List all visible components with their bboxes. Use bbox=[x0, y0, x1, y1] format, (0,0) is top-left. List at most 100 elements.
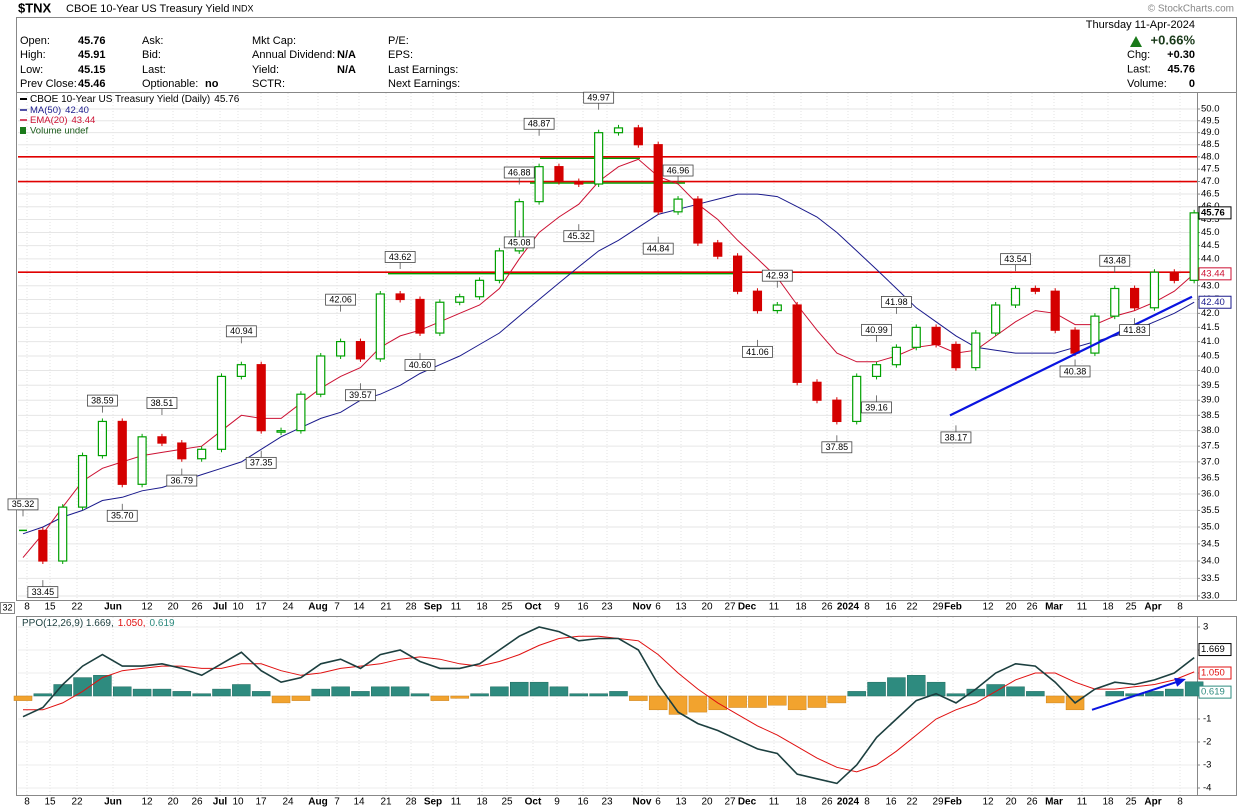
x-tick-label: 11 bbox=[1077, 797, 1088, 808]
peak-box bbox=[642, 242, 674, 255]
field-label: Last: bbox=[1127, 63, 1151, 75]
candle bbox=[911, 326, 921, 348]
y-tick-label: 37.5 bbox=[1201, 441, 1220, 452]
candle bbox=[1090, 315, 1100, 354]
peak-label: 39.57 bbox=[349, 390, 372, 400]
exchange: INDX bbox=[232, 3, 254, 13]
peak-label: 40.38 bbox=[1064, 366, 1087, 376]
histogram-bar bbox=[93, 675, 112, 697]
peak-label: 41.98 bbox=[885, 297, 908, 307]
candle bbox=[653, 144, 663, 213]
x-tick-label: 26 bbox=[821, 797, 833, 808]
y-tick-label: -4 bbox=[1203, 783, 1211, 794]
histogram-bar bbox=[490, 686, 509, 697]
field-value: +0.30 bbox=[1167, 49, 1195, 61]
candle bbox=[77, 454, 88, 508]
x-tick-label: 20 bbox=[167, 797, 179, 808]
x-tick-label: 8 bbox=[1177, 602, 1183, 613]
peak-box bbox=[1119, 324, 1150, 337]
x-tick-label: 12 bbox=[982, 797, 994, 808]
x-tick-label: 8 bbox=[24, 797, 30, 808]
ppo-panel bbox=[16, 616, 1198, 796]
histogram-bar bbox=[311, 688, 330, 697]
trendline bbox=[949, 295, 1193, 417]
histogram-bar bbox=[748, 695, 767, 708]
candle bbox=[594, 132, 604, 185]
histogram-bar bbox=[33, 693, 53, 697]
field-label: P/E: bbox=[388, 35, 409, 47]
peak-label: 43.62 bbox=[389, 252, 412, 262]
peak-box bbox=[87, 394, 118, 407]
x-tick-label: 2024 bbox=[837, 797, 860, 808]
peak-label: 45.08 bbox=[508, 237, 531, 247]
x-tick-label: Jul bbox=[213, 797, 228, 808]
x-tick-label: 26 bbox=[1026, 797, 1038, 808]
peak-label: 38.51 bbox=[151, 398, 174, 408]
peak-label: 36.79 bbox=[171, 475, 194, 485]
candle bbox=[732, 255, 743, 292]
candle bbox=[852, 375, 862, 423]
peak-box bbox=[940, 431, 972, 444]
peak-label: 39.16 bbox=[865, 402, 888, 412]
candle bbox=[177, 442, 187, 460]
field-label: Mkt Cap: bbox=[252, 35, 296, 47]
peak-label: 46.88 bbox=[508, 167, 531, 177]
x-tick-label: 9 bbox=[554, 602, 560, 613]
candle bbox=[117, 420, 127, 485]
x-tick-label: 18 bbox=[795, 797, 807, 808]
peak-box bbox=[325, 293, 357, 306]
histogram-bar bbox=[529, 681, 549, 697]
x-tick-label: 23 bbox=[601, 797, 613, 808]
legend-entry: EMA(20) 43.44 bbox=[30, 115, 95, 126]
peak-label: 40.94 bbox=[230, 326, 253, 336]
candle bbox=[812, 381, 822, 401]
value-box-label: 0.619 bbox=[1201, 687, 1225, 698]
x-tick-label: 8 bbox=[864, 797, 870, 808]
peak-box bbox=[27, 586, 59, 599]
x-tick-label: 25 bbox=[501, 602, 513, 613]
peak-box bbox=[861, 323, 892, 336]
y-tick-label: 43.0 bbox=[1201, 280, 1220, 291]
x-tick-label: Aug bbox=[308, 797, 327, 808]
y-tick-label: -2 bbox=[1203, 737, 1211, 748]
field-value: 0 bbox=[1189, 78, 1195, 90]
candle bbox=[971, 332, 981, 369]
price-axis-strip bbox=[1197, 92, 1237, 601]
value-box-label: 45.76 bbox=[1201, 207, 1225, 218]
y-tick-label: 49.0 bbox=[1201, 127, 1220, 138]
peak-label: 35.32 bbox=[12, 499, 35, 509]
candle bbox=[375, 293, 385, 360]
copyright: © StockCharts.com bbox=[1148, 4, 1234, 15]
candle bbox=[197, 448, 207, 460]
y-tick-label: 33.0 bbox=[1201, 591, 1220, 602]
x-tick-label: 10 bbox=[232, 602, 244, 613]
peak-label: 35.70 bbox=[111, 511, 134, 521]
peak-label: 44.84 bbox=[647, 244, 670, 254]
candle bbox=[474, 279, 485, 298]
y-tick-label: 50.0 bbox=[1201, 104, 1220, 115]
candle bbox=[752, 290, 763, 312]
peak-label: 37.35 bbox=[250, 458, 273, 468]
x-tick-label: 16 bbox=[885, 797, 897, 808]
histogram-bar bbox=[510, 681, 529, 697]
x-tick-label: 22 bbox=[71, 797, 83, 808]
candle bbox=[772, 304, 782, 312]
peak-box bbox=[821, 441, 853, 454]
x-tick-label: 6 bbox=[655, 797, 661, 808]
histogram-bar bbox=[232, 684, 251, 697]
histogram-bar bbox=[648, 695, 668, 711]
peak-box bbox=[106, 509, 138, 522]
histogram-bar bbox=[549, 686, 569, 697]
y-tick-label: 45.5 bbox=[1201, 214, 1220, 225]
histogram-bar bbox=[430, 695, 450, 701]
legend-entry: MA(50) 42.40 bbox=[30, 105, 89, 116]
legend-part: PPO(12,26,9) 1.669, bbox=[22, 618, 114, 629]
field-label: Last Earnings: bbox=[388, 64, 458, 76]
histogram-bar bbox=[768, 695, 787, 706]
histogram-bar bbox=[728, 695, 747, 708]
histogram-bar bbox=[609, 691, 628, 697]
field-label: Prev Close: bbox=[20, 78, 77, 90]
candle bbox=[871, 364, 882, 378]
y-tick-label: 41.5 bbox=[1201, 322, 1220, 333]
